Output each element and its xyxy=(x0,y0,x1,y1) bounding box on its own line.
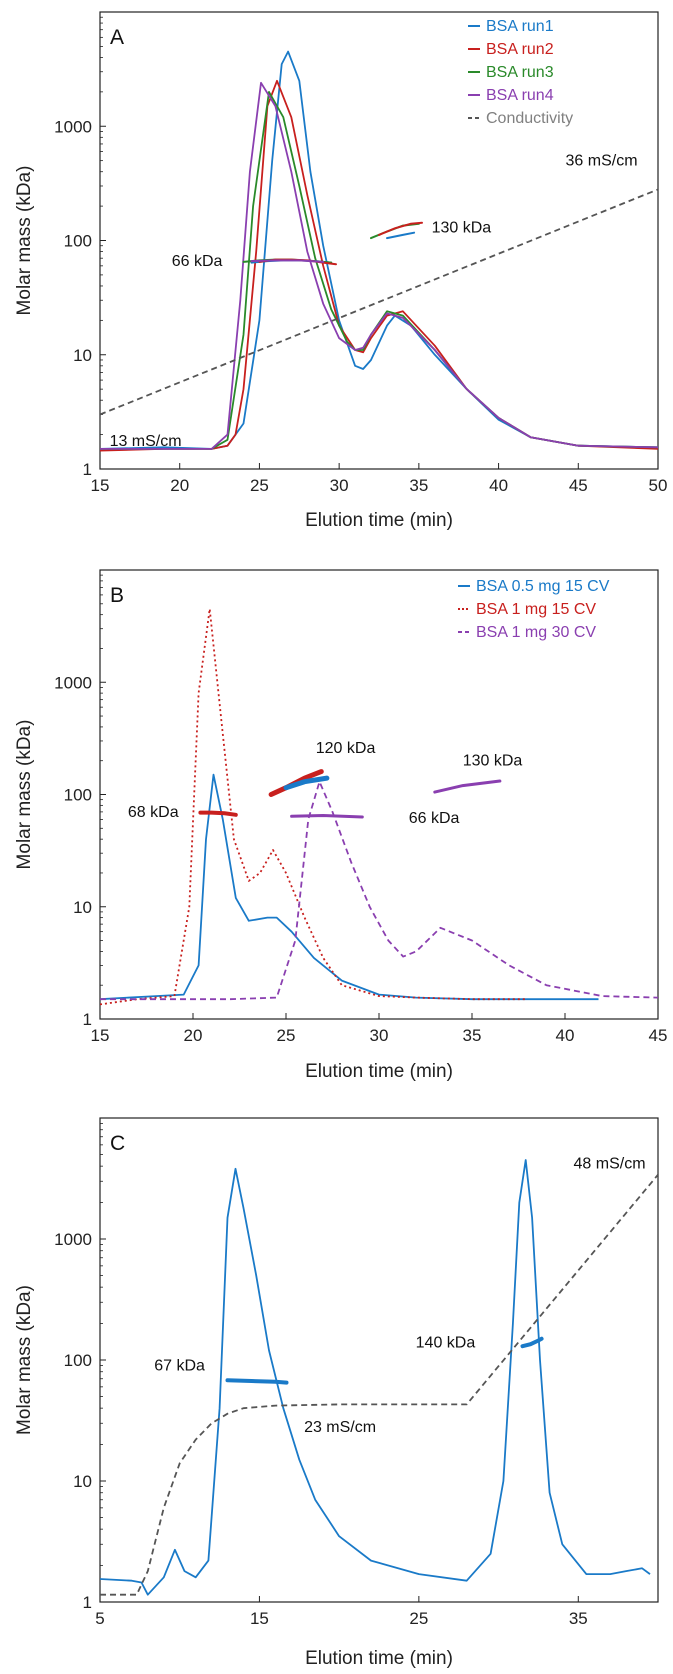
molar-mass-segment xyxy=(225,1378,289,1385)
y-tick-label: 100 xyxy=(64,1351,92,1370)
x-tick-label: 25 xyxy=(277,1026,296,1045)
x-tick-label: 20 xyxy=(184,1026,203,1045)
x-tick-label: 15 xyxy=(91,1026,110,1045)
molar-mass-segment xyxy=(378,221,423,236)
annotation-label: 13 mS/cm xyxy=(110,433,182,450)
y-axis-label: Molar mass (kDa) xyxy=(14,720,35,870)
x-tick-label: 30 xyxy=(370,1026,389,1045)
plot-area xyxy=(100,608,658,1006)
series-line-1 xyxy=(100,50,658,450)
legend: BSA run1 BSA run2 BSA run3 BSA run4 Conducti… xyxy=(468,18,573,127)
y-axis-label: Molar mass (kDa) xyxy=(14,1285,35,1435)
annotation-label: 67 kDa xyxy=(154,1358,205,1375)
x-tick-label: 35 xyxy=(569,1609,588,1628)
x-axis-label: Elution time (min) xyxy=(305,1061,453,1082)
y-axis-label: Molar mass (kDa) xyxy=(14,166,35,316)
panel-label: C xyxy=(110,1132,125,1155)
molar-mass-segment xyxy=(290,813,364,819)
legend-entry: BSA 1 mg 15 CV xyxy=(476,601,596,618)
series-line-3 xyxy=(100,91,658,450)
legend-entry: BSA run1 xyxy=(486,18,554,35)
x-tick-label: 25 xyxy=(409,1609,428,1628)
panel-label: A xyxy=(110,26,124,49)
annotation-label: 66 kDa xyxy=(409,810,460,827)
series-line-4 xyxy=(100,81,658,450)
molar-mass-segment xyxy=(433,779,502,794)
y-tick-label: 100 xyxy=(64,786,92,805)
panel-label: B xyxy=(110,584,124,607)
y-tick-label: 1000 xyxy=(54,673,92,692)
annotation-label: 48 mS/cm xyxy=(574,1156,646,1173)
chart-panel-A: 15 20 25 30 35 40 45 50 1 10 100 1000 Elution time (… xyxy=(14,11,668,531)
legend-entry: BSA run4 xyxy=(486,87,554,104)
annotation-label: 120 kDa xyxy=(316,740,376,757)
x-axis-label: Elution time (min) xyxy=(305,510,453,531)
legend-entry: BSA run2 xyxy=(486,41,554,58)
molar-mass-segment xyxy=(283,775,330,791)
annotation-label: 66 kDa xyxy=(172,253,223,270)
x-tick-label: 35 xyxy=(463,1026,482,1045)
chart-panel-C: 5 15 25 35 1 10 100 1000 Elution time (min) Molar… xyxy=(14,1117,659,1669)
x-tick-label: 40 xyxy=(556,1026,575,1045)
x-tick-label: 40 xyxy=(489,476,508,495)
y-tick-label: 10 xyxy=(73,898,92,917)
series-line-2 xyxy=(100,608,528,1006)
molar-mass-segment xyxy=(386,231,416,240)
x-tick-label: 15 xyxy=(250,1609,269,1628)
x-tick-label: 45 xyxy=(569,476,588,495)
series-line-2 xyxy=(100,1174,658,1596)
molar-mass-segment xyxy=(520,1336,544,1349)
y-tick-label: 100 xyxy=(64,232,92,251)
y-tick-label: 10 xyxy=(73,1472,92,1491)
molar-mass-segment xyxy=(198,810,238,817)
x-tick-label: 30 xyxy=(330,476,349,495)
x-tick-label: 50 xyxy=(649,476,668,495)
annotation-label: 130 kDa xyxy=(432,219,492,236)
legend-entry: BSA run3 xyxy=(486,64,554,81)
legend-entry: BSA 1 mg 30 CV xyxy=(476,624,596,641)
x-tick-label: 45 xyxy=(649,1026,668,1045)
annotation-label: 140 kDa xyxy=(416,1334,476,1351)
x-tick-label: 25 xyxy=(250,476,269,495)
y-tick-label: 1 xyxy=(83,1010,92,1029)
annotation-label: 23 mS/cm xyxy=(304,1419,376,1436)
y-tick-label: 1000 xyxy=(54,117,92,136)
x-axis-label: Elution time (min) xyxy=(305,1648,453,1669)
legend-entry: Conductivity xyxy=(486,110,573,127)
legend-entry: BSA 0.5 mg 15 CV xyxy=(476,578,610,595)
series-line-1 xyxy=(100,773,599,1001)
x-tick-label: 20 xyxy=(170,476,189,495)
y-tick-label: 1 xyxy=(83,460,92,479)
annotation-label: 36 mS/cm xyxy=(566,153,638,170)
chart-panel-B: 15 20 25 30 35 40 45 1 10 100 1000 Elution time (mi… xyxy=(14,569,668,1082)
x-tick-label: 35 xyxy=(409,476,428,495)
annotation-label: 68 kDa xyxy=(128,804,179,821)
annotation-label: 130 kDa xyxy=(463,753,523,770)
y-tick-label: 1000 xyxy=(54,1230,92,1249)
legend: BSA 0.5 mg 15 CV BSA 1 mg 15 CV BSA 1 mg 3… xyxy=(458,578,610,641)
plot-frame xyxy=(99,11,659,470)
molar-mass-segment xyxy=(250,259,325,263)
plot-area xyxy=(100,1159,658,1596)
x-tick-label: 15 xyxy=(91,476,110,495)
x-tick-label: 5 xyxy=(95,1609,104,1628)
y-tick-label: 10 xyxy=(73,346,92,365)
y-tick-label: 1 xyxy=(83,1593,92,1612)
series-line-5 xyxy=(100,188,658,416)
series-line-1 xyxy=(100,1159,651,1596)
series-line-3 xyxy=(100,780,658,1001)
plot-area xyxy=(100,50,658,452)
